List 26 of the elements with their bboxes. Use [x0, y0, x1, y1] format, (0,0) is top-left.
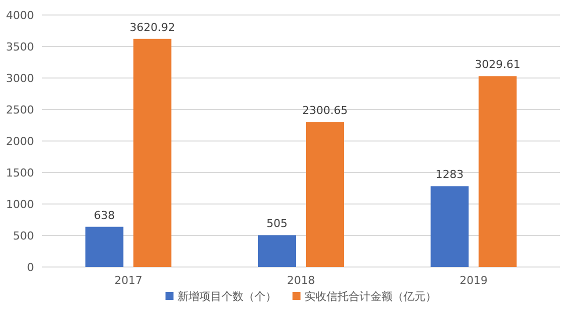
data-label: 2300.65	[302, 104, 348, 118]
bar	[306, 122, 344, 267]
legend-label: 实收信托合计金额（亿元）	[304, 290, 436, 303]
x-tick-label: 2018	[287, 274, 315, 287]
y-tick-label: 1000	[6, 198, 34, 211]
data-label: 3620.92	[130, 20, 176, 34]
y-tick-label: 500	[13, 230, 34, 242]
bar	[258, 235, 296, 267]
bar	[430, 186, 469, 267]
y-tick-label: 2500	[6, 104, 34, 116]
data-label: 505	[266, 217, 288, 230]
y-tick-label: 1500	[6, 166, 34, 180]
bar	[478, 76, 517, 267]
y-tick-label: 2000	[6, 135, 34, 148]
data-label: 1283	[436, 168, 464, 182]
y-tick-label: 0	[27, 261, 34, 274]
y-tick-label: 3000	[6, 72, 34, 85]
x-tick-label: 2019	[460, 274, 488, 287]
y-tick-label: 4000	[6, 9, 34, 22]
y-tick-label: 3500	[6, 40, 34, 54]
bar	[85, 226, 124, 267]
x-tick-label: 2017	[114, 274, 142, 287]
data-label: 3029.61	[474, 58, 520, 72]
bar	[133, 38, 172, 267]
legend-label: 新增项目个数（个）	[178, 290, 276, 303]
data-label: 638	[94, 208, 115, 222]
